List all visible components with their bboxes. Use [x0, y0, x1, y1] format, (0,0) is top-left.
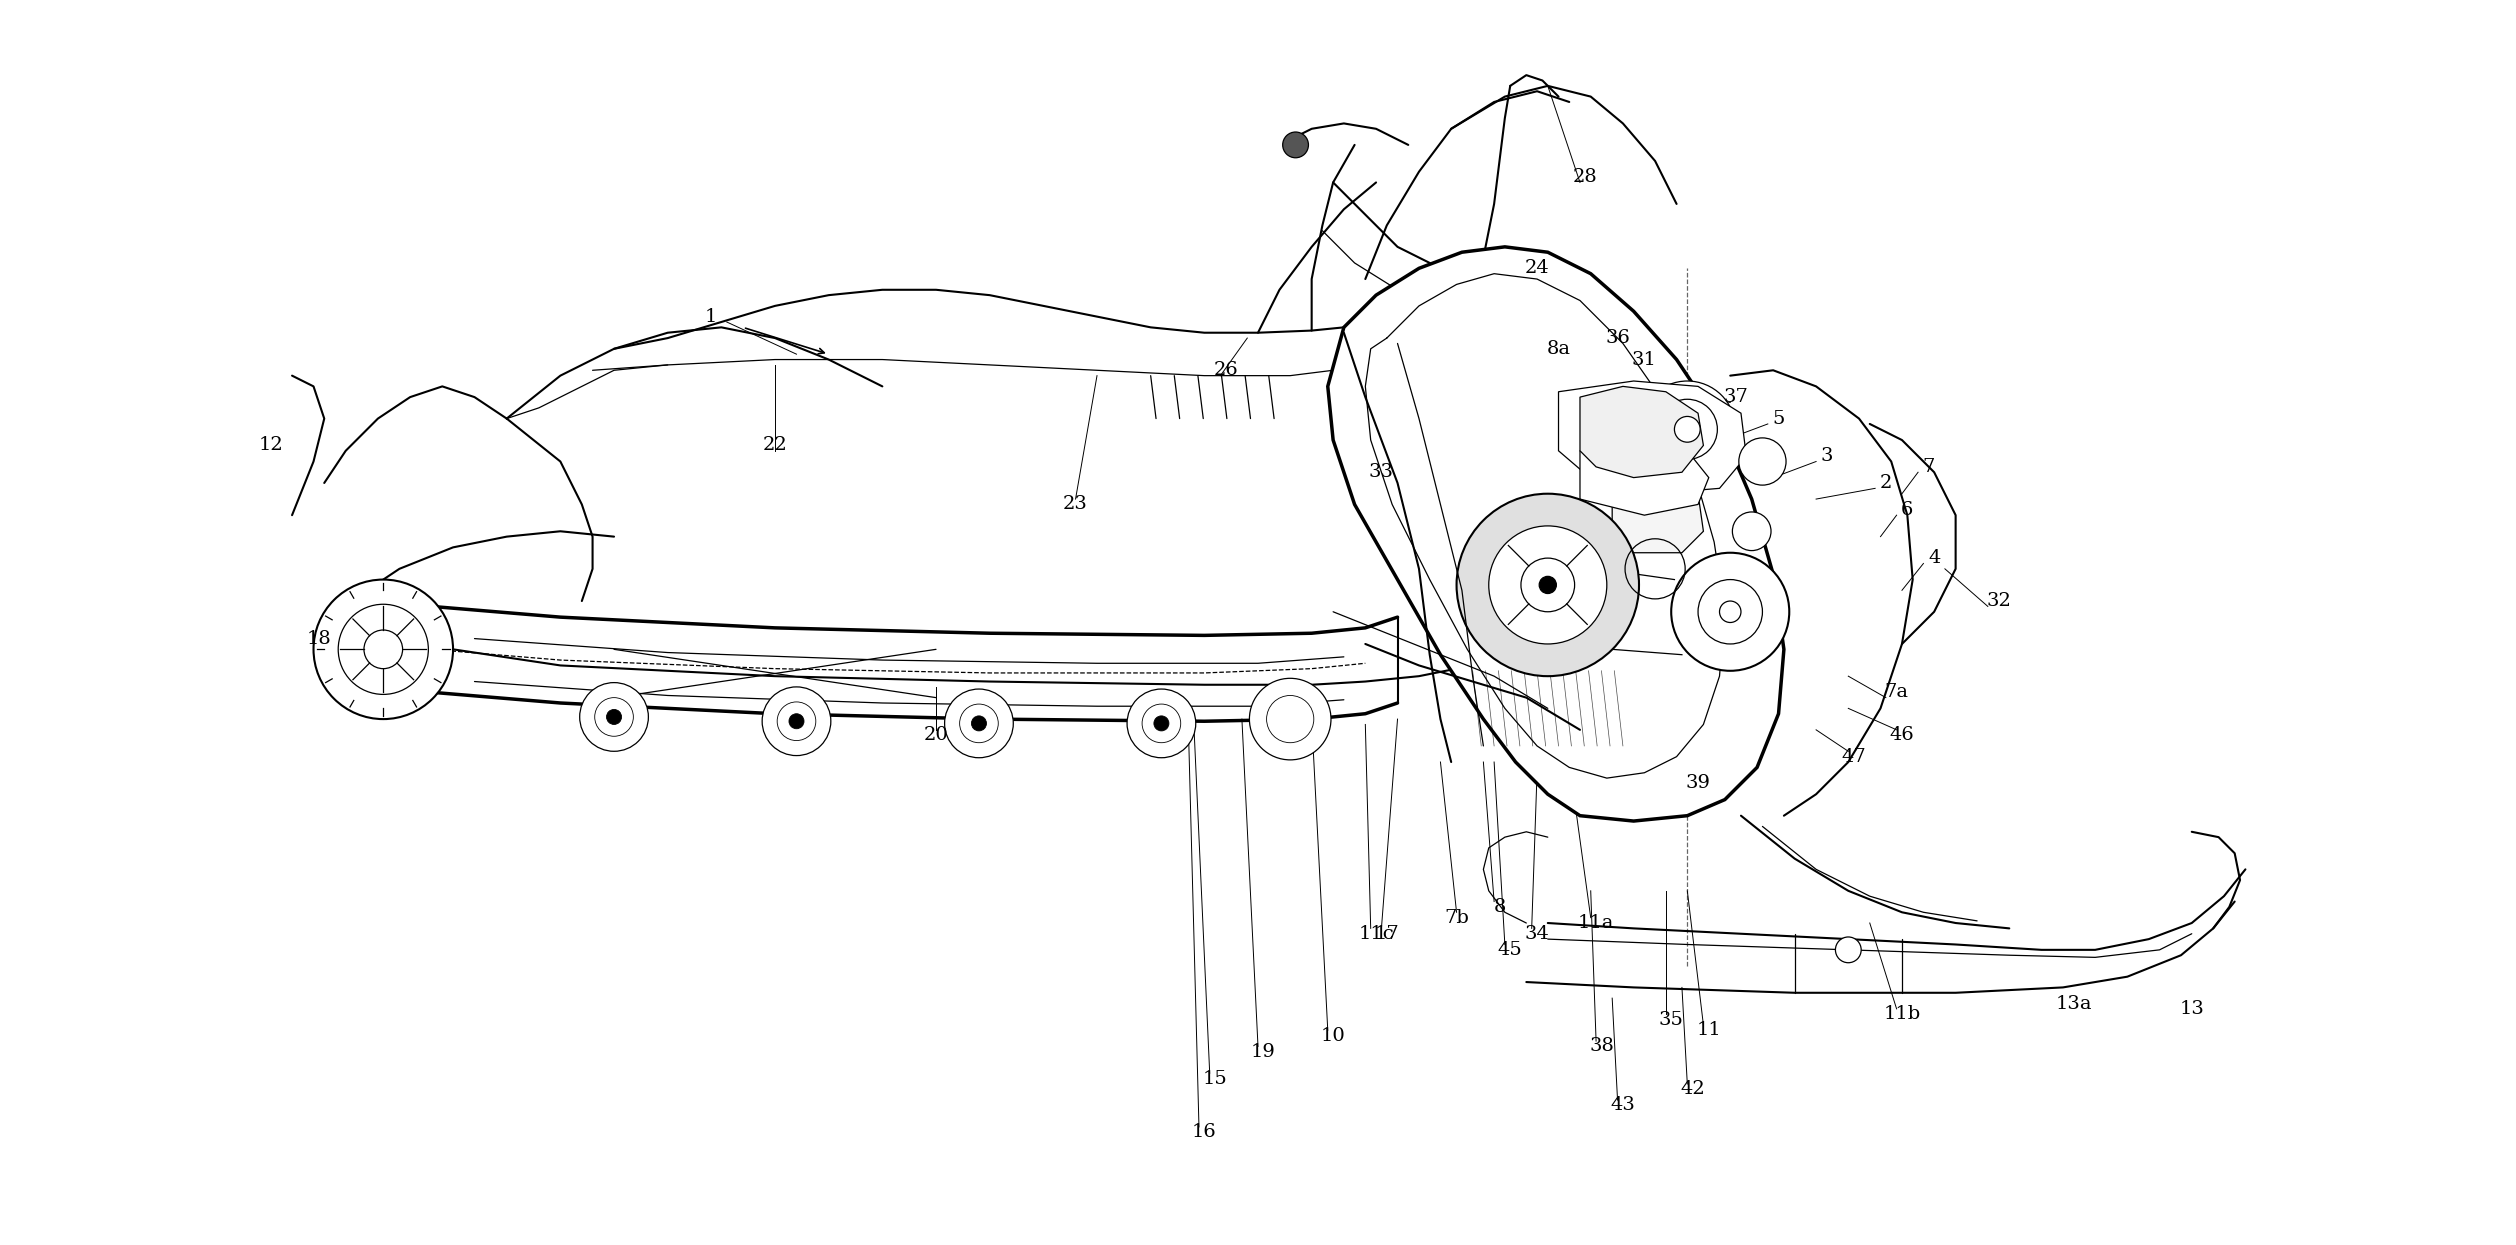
- Polygon shape: [1580, 386, 1703, 478]
- Circle shape: [314, 580, 453, 720]
- Text: 20: 20: [923, 726, 949, 745]
- Text: 7: 7: [1922, 458, 1935, 476]
- Text: 35: 35: [1658, 1011, 1683, 1028]
- Circle shape: [606, 710, 621, 725]
- Circle shape: [1457, 494, 1638, 676]
- Text: 36: 36: [1605, 329, 1630, 347]
- Circle shape: [1718, 601, 1741, 622]
- Text: 8: 8: [1495, 898, 1505, 916]
- Circle shape: [1676, 416, 1701, 442]
- Polygon shape: [1613, 478, 1703, 553]
- Circle shape: [944, 688, 1014, 758]
- Text: 37: 37: [1723, 388, 1749, 406]
- Circle shape: [1638, 381, 1736, 478]
- Circle shape: [1837, 937, 1862, 962]
- Circle shape: [790, 713, 805, 728]
- Text: 6: 6: [1902, 500, 1915, 519]
- Text: 7b: 7b: [1444, 909, 1469, 926]
- Text: 2: 2: [1879, 474, 1892, 492]
- Text: 8a: 8a: [1547, 340, 1570, 357]
- Text: 16: 16: [1193, 1123, 1218, 1142]
- Text: 19: 19: [1250, 1043, 1276, 1061]
- Text: 38: 38: [1590, 1037, 1613, 1056]
- Text: 28: 28: [1572, 168, 1598, 186]
- Circle shape: [971, 716, 986, 731]
- Circle shape: [762, 687, 830, 756]
- Circle shape: [1671, 553, 1789, 671]
- Text: 1: 1: [704, 308, 717, 326]
- Text: 32: 32: [1985, 593, 2010, 610]
- Circle shape: [579, 682, 649, 751]
- Polygon shape: [367, 274, 1784, 815]
- Circle shape: [1540, 576, 1557, 594]
- Text: 5: 5: [1771, 410, 1784, 427]
- Text: 47: 47: [1842, 748, 1867, 766]
- Text: 15: 15: [1203, 1069, 1228, 1088]
- Text: 13: 13: [2179, 1000, 2204, 1018]
- Text: 18: 18: [307, 630, 332, 647]
- Circle shape: [1283, 132, 1308, 158]
- Text: 24: 24: [1525, 259, 1550, 278]
- Text: 4: 4: [1927, 549, 1940, 568]
- Circle shape: [1734, 512, 1771, 550]
- Text: 31: 31: [1633, 351, 1658, 369]
- Polygon shape: [1328, 247, 1784, 820]
- Text: 17: 17: [1374, 925, 1399, 942]
- Circle shape: [365, 630, 403, 669]
- Text: 7a: 7a: [1884, 684, 1910, 701]
- Polygon shape: [1557, 381, 1746, 494]
- Text: 34: 34: [1525, 925, 1550, 942]
- Text: 11c: 11c: [1359, 925, 1394, 942]
- Circle shape: [1250, 679, 1331, 759]
- Circle shape: [1489, 525, 1608, 644]
- Text: 45: 45: [1497, 941, 1522, 959]
- Text: 39: 39: [1686, 774, 1711, 793]
- Text: 11b: 11b: [1884, 1005, 1920, 1023]
- Text: 26: 26: [1213, 361, 1238, 380]
- Text: 10: 10: [1321, 1027, 1346, 1045]
- Text: 23: 23: [1064, 496, 1087, 513]
- Text: 11a: 11a: [1578, 914, 1615, 933]
- Text: 43: 43: [1610, 1097, 1635, 1114]
- Text: 3: 3: [1822, 447, 1834, 466]
- Circle shape: [1127, 688, 1195, 758]
- Text: 11: 11: [1696, 1021, 1721, 1040]
- Text: 22: 22: [762, 437, 788, 454]
- Circle shape: [1155, 716, 1170, 731]
- Text: 33: 33: [1369, 463, 1394, 482]
- Polygon shape: [1580, 446, 1708, 515]
- Text: 46: 46: [1890, 726, 1915, 745]
- Text: 12: 12: [259, 437, 282, 454]
- Circle shape: [1739, 438, 1786, 486]
- Text: 13a: 13a: [2056, 995, 2091, 1012]
- Text: 42: 42: [1681, 1081, 1706, 1098]
